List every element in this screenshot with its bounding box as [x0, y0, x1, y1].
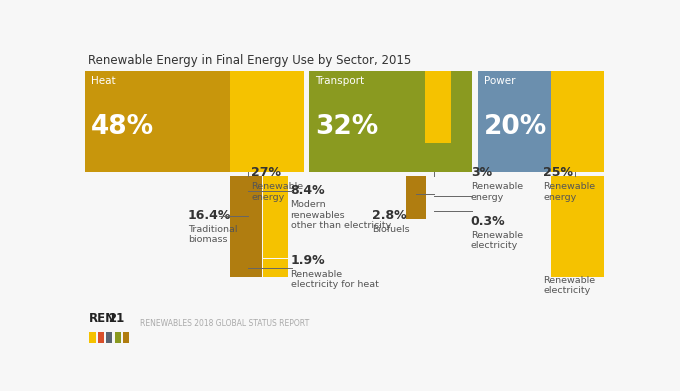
Bar	[477, 71, 551, 172]
Text: Biofuels: Biofuels	[372, 224, 410, 233]
Bar	[407, 176, 426, 219]
Text: 0.3%: 0.3%	[471, 215, 505, 228]
Text: Renewable
electricity: Renewable electricity	[471, 231, 523, 250]
Bar	[262, 176, 288, 258]
Text: Traditional
biomass: Traditional biomass	[188, 224, 237, 244]
Text: 8.4%: 8.4%	[290, 185, 325, 197]
Text: Renewable
energy: Renewable energy	[251, 182, 303, 202]
Text: Power: Power	[484, 75, 515, 86]
Bar	[98, 332, 104, 343]
Text: Transport: Transport	[316, 75, 364, 86]
Text: 1.9%: 1.9%	[290, 254, 325, 267]
Text: 16.4%: 16.4%	[188, 208, 231, 222]
Text: Renewable
electricity for heat: Renewable electricity for heat	[290, 270, 378, 289]
Text: 2.8%: 2.8%	[372, 208, 407, 222]
Bar	[551, 176, 604, 277]
Text: 32%: 32%	[316, 115, 379, 140]
Text: Renewable
energy: Renewable energy	[471, 182, 523, 202]
Bar	[551, 71, 604, 172]
Text: 21: 21	[108, 312, 124, 325]
Bar	[114, 332, 121, 343]
Text: Modern
renewables
other than electricity: Modern renewables other than electricity	[290, 201, 391, 230]
Text: 3%: 3%	[471, 167, 492, 179]
Text: Renewable
energy: Renewable energy	[543, 182, 596, 202]
Bar	[106, 332, 112, 343]
Text: 25%: 25%	[543, 167, 573, 179]
Bar	[425, 71, 452, 143]
Text: Renewable Energy in Final Energy Use by Sector, 2015: Renewable Energy in Final Energy Use by …	[88, 54, 411, 67]
Text: Heat: Heat	[91, 75, 116, 86]
Text: Renewable
electricity: Renewable electricity	[543, 276, 596, 295]
Bar	[89, 332, 95, 343]
Bar	[230, 176, 262, 277]
Bar	[85, 71, 304, 172]
Bar	[309, 71, 473, 172]
Text: RENEWABLES 2018 GLOBAL STATUS REPORT: RENEWABLES 2018 GLOBAL STATUS REPORT	[140, 319, 309, 328]
Bar	[262, 259, 288, 277]
Bar	[123, 332, 129, 343]
Text: 48%: 48%	[91, 115, 154, 140]
Bar	[230, 71, 304, 172]
Text: 27%: 27%	[251, 167, 281, 179]
Text: REN: REN	[89, 312, 116, 325]
Text: 20%: 20%	[484, 115, 547, 140]
